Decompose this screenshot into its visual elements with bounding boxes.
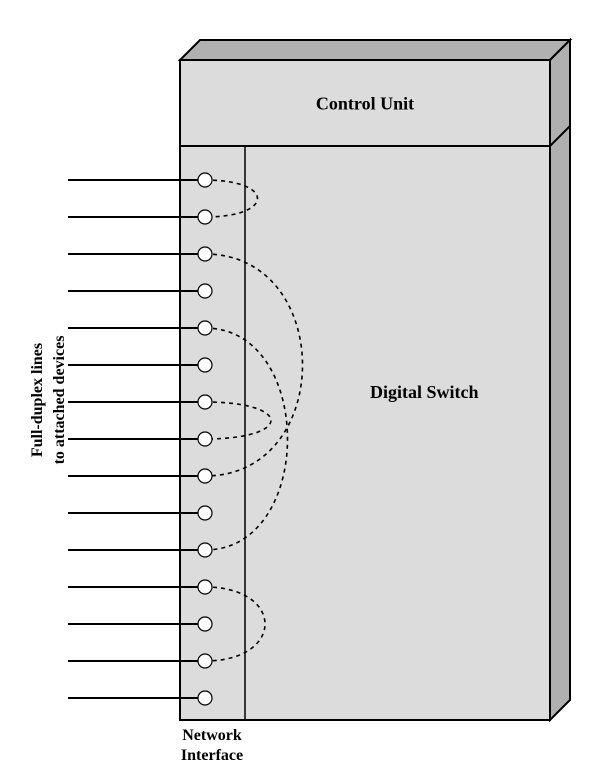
port-circle [198,321,212,335]
port-circle [198,691,212,705]
port-circle [198,284,212,298]
port-circle [198,358,212,372]
port-circle [198,506,212,520]
port-circle [198,617,212,631]
port-circle [198,543,212,557]
port-circle [198,247,212,261]
port-circle [198,395,212,409]
full-duplex-label: Full-duplex lines to attached devices [29,336,68,465]
port-circle [198,654,212,668]
port-circle [198,580,212,594]
port-circle [198,210,212,224]
svg-text:Full-duplex lines: Full-duplex lines [29,343,46,457]
digital-switch-label: Digital Switch [370,382,479,402]
svg-text:to attached devices: to attached devices [51,336,68,465]
network-interface-label-1: Network [182,727,242,744]
network-interface-label-2: Interface [181,747,243,764]
port-circle [198,173,212,187]
port-circle [198,432,212,446]
control-unit-label: Control Unit [316,93,414,113]
port-circle [198,469,212,483]
